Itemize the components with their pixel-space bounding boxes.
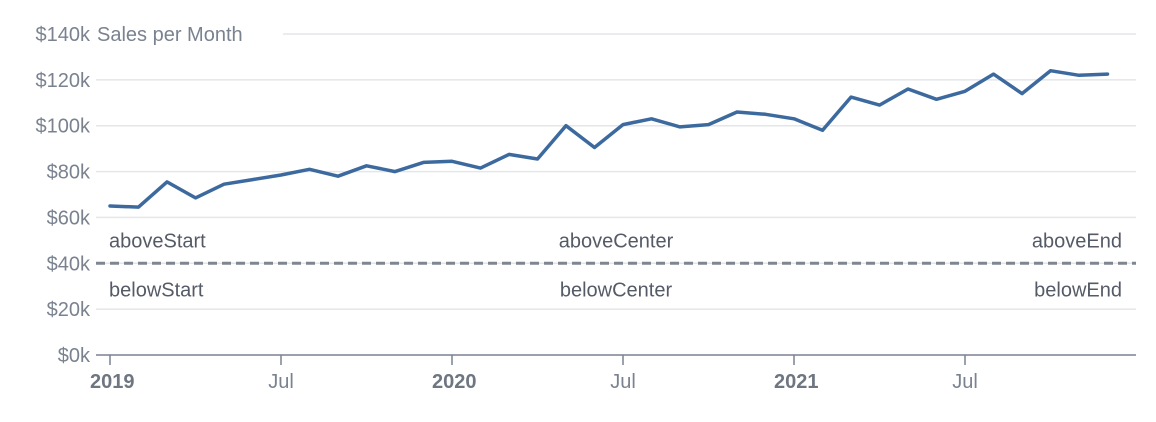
y-tick-label: $100k [36, 116, 91, 138]
annotation-label-above-end: aboveEnd [1032, 230, 1122, 252]
x-tick-label: 2019 [90, 371, 135, 393]
x-tick-label: Jul [610, 371, 636, 393]
annotation-label-below-start: belowStart [109, 279, 204, 301]
annotation-label-above-start: aboveStart [109, 230, 206, 252]
x-tick-label: Jul [268, 371, 294, 393]
annotation-label-below-end: belowEnd [1034, 279, 1122, 301]
x-tick-label: 2020 [432, 371, 477, 393]
y-tick-label: $0k [58, 345, 91, 367]
y-tick-label: $20k [47, 299, 91, 321]
x-tick-label: Jul [952, 371, 978, 393]
x-axis: 2019 Jul 2020 Jul 2021 Jul [90, 354, 1136, 393]
x-tick-label: 2021 [774, 371, 819, 393]
y-tick-label: $80k [47, 162, 91, 184]
grid-lines [96, 33, 1136, 310]
annotation-label-below-center: belowCenter [560, 279, 673, 301]
series-layer [108, 68, 1110, 209]
threshold-annotation: aboveStart aboveCenter aboveEnd belowStart b… [96, 230, 1136, 301]
series-line [108, 68, 1110, 209]
y-tick-label: $120k [36, 70, 91, 92]
y-axis: $0k $20k $40k $60k $80k $100k $120k $140k [36, 24, 91, 367]
chart-title: Sales per Month [97, 24, 243, 46]
annotation-label-above-center: aboveCenter [559, 230, 674, 252]
y-tick-label: $140k [36, 24, 91, 46]
y-tick-label: $40k [47, 253, 91, 275]
y-tick-label: $60k [47, 207, 91, 229]
